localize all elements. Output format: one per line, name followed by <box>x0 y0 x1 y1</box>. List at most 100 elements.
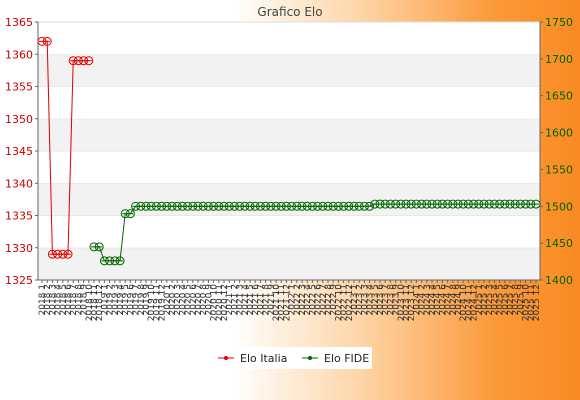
x-tick-label: 2020 4 <box>178 284 188 316</box>
x-tick-label: 2018 1 <box>38 284 48 316</box>
x-tick-label: 2023 10 <box>397 284 407 321</box>
x-tick-label: 2020 8 <box>199 284 209 316</box>
elo-fide-point <box>115 256 125 266</box>
x-tick-label: 2022 7 <box>319 284 329 316</box>
x-tick-label: 2020 1 <box>163 284 173 316</box>
x-tick-label: 2019 8 <box>137 284 147 316</box>
x-tick-label: 2025 6 <box>501 284 511 316</box>
x-tick-label: 2018 5 <box>59 284 69 316</box>
x-tick-label: 2023 4 <box>366 284 376 316</box>
x-tick-label: 2022 9 <box>329 284 339 316</box>
left-tick-label: 1325 <box>5 274 33 287</box>
x-tick-label: 2019 12 <box>158 284 168 321</box>
x-tick-label: 2022 11 <box>340 284 350 321</box>
grid-bands <box>38 21 540 280</box>
x-tick-label: 2025 1 <box>475 284 485 316</box>
x-tick-label: 2018 9 <box>80 284 90 316</box>
x-tick-label: 2018 2 <box>43 284 53 316</box>
x-tick-label: 2022 10 <box>334 284 344 321</box>
grid-band <box>38 54 540 87</box>
x-tick-label: 2019 11 <box>152 284 162 321</box>
x-tick-label: 2022 8 <box>324 284 334 316</box>
x-tick-label: 2022 5 <box>308 284 318 316</box>
left-axis-ticks: 1325 1330 1335 1340 1345 1350 1355 1360 1365 <box>5 16 38 287</box>
right-tick-label: 1500 <box>545 200 573 213</box>
x-tick-label: 2018 12 <box>95 284 105 321</box>
elo-fide-point <box>365 201 375 211</box>
x-tick-label: 2018 11 <box>90 284 100 321</box>
x-tick-label: 2023 8 <box>386 284 396 316</box>
grid-band <box>38 183 540 216</box>
x-tick-label: 2022 1 <box>288 284 298 316</box>
legend: Elo Italia Elo FIDE <box>210 347 372 369</box>
left-tick-label: 1355 <box>5 81 33 94</box>
x-tick-label: 2024 5 <box>433 284 443 316</box>
left-tick-label: 1360 <box>5 48 33 61</box>
right-axis-ticks: 1400 1450 1500 1550 1600 1650 1700 1750 <box>540 16 573 287</box>
x-tick-label: 2025 8 <box>511 284 521 316</box>
x-tick-label: 2020 3 <box>173 284 183 316</box>
grid-band <box>38 118 540 151</box>
elo-italia-point <box>42 36 52 46</box>
x-tick-label: 2018 7 <box>69 284 79 316</box>
elo-italia-point <box>63 249 73 259</box>
x-tick-label: 2019 1 <box>100 284 110 316</box>
x-tick-label: 2019 10 <box>147 284 157 321</box>
x-tick-label: 2023 1 <box>350 284 360 316</box>
legend-label-elo-fide: Elo FIDE <box>324 352 369 365</box>
x-tick-label: 2024 1 <box>412 284 422 316</box>
x-tick-label: 2021 4 <box>241 284 251 316</box>
left-tick-label: 1340 <box>5 177 33 190</box>
left-tick-label: 1335 <box>5 210 33 223</box>
x-tick-label: 2019 2 <box>106 284 116 316</box>
elo-italia-point <box>84 56 94 66</box>
x-tick-label: 2022 6 <box>314 284 324 316</box>
x-tick-label: 2024 12 <box>470 284 480 321</box>
x-tick-label: 2024 9 <box>454 284 464 316</box>
x-tick-label: 2025 7 <box>506 284 516 316</box>
right-tick-label: 1600 <box>545 127 573 140</box>
legend-label-elo-italia: Elo Italia <box>240 352 287 365</box>
grid-band <box>38 151 540 184</box>
x-tick-label: 2025 12 <box>532 284 542 321</box>
x-tick-label: 2024 8 <box>449 284 459 316</box>
grid-band <box>38 215 540 248</box>
x-tick-label: 2019 5 <box>121 284 131 316</box>
x-tick-label: 2020 5 <box>184 284 194 316</box>
legend-marker-elo-italia <box>224 356 228 360</box>
right-tick-label: 1450 <box>545 237 573 250</box>
x-tick-label: 2023 12 <box>407 284 417 321</box>
x-tick-label: 2024 10 <box>459 284 469 321</box>
right-tick-label: 1400 <box>545 274 573 287</box>
x-tick-label: 2019 7 <box>132 284 142 316</box>
right-tick-label: 1550 <box>545 163 573 176</box>
x-tick-label: 2019 3 <box>111 284 121 316</box>
x-tick-label: 2020 6 <box>189 284 199 316</box>
x-tick-label: 2018 10 <box>85 284 95 321</box>
legend-marker-elo-fide <box>308 356 312 360</box>
x-tick-label: 2021 9 <box>267 284 277 316</box>
x-tick-label: 2024 11 <box>464 284 474 321</box>
x-tick-label: 2025 2 <box>480 284 490 316</box>
right-tick-label: 1750 <box>545 16 573 29</box>
x-tick-label: 2021 11 <box>277 284 287 321</box>
x-tick-label: 2022 12 <box>345 284 355 321</box>
x-tick-label: 2020 9 <box>204 284 214 316</box>
grid-band <box>38 22 540 55</box>
grid-band <box>38 247 540 280</box>
x-tick-label: 2022 2 <box>293 284 303 316</box>
x-tick-label: 2021 1 <box>225 284 235 316</box>
x-tick-label: 2019 6 <box>126 284 136 316</box>
left-tick-label: 1345 <box>5 145 33 158</box>
elo-fide-point <box>125 209 135 219</box>
x-tick-label: 2020 10 <box>210 284 220 321</box>
elo-fide-point <box>94 242 104 252</box>
x-tick-label: 2021 10 <box>272 284 282 321</box>
x-tick-label: 2018 3 <box>48 284 58 316</box>
x-tick-label: 2022 3 <box>298 284 308 316</box>
x-tick-label: 2021 12 <box>282 284 292 321</box>
x-tick-label: 2025 4 <box>490 284 500 316</box>
